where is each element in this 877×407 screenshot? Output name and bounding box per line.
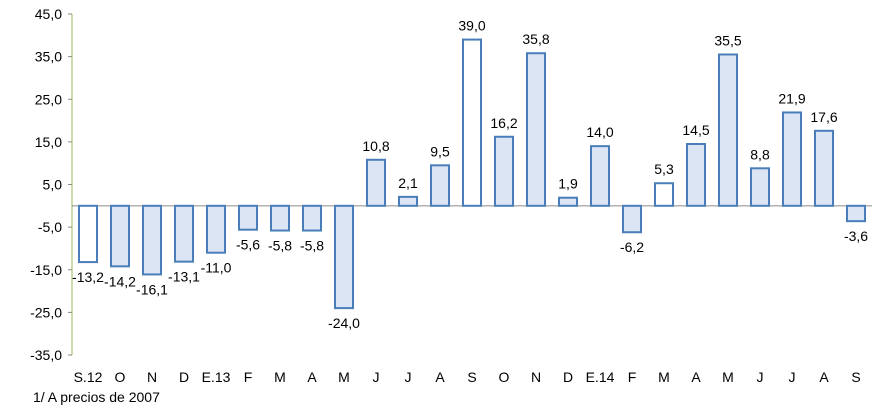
data-label: 5,3 bbox=[654, 161, 674, 177]
x-tick-label: E.13 bbox=[202, 369, 231, 385]
x-tick-label: F bbox=[244, 369, 253, 385]
x-tick-label: A bbox=[307, 369, 317, 385]
bars bbox=[78, 38, 866, 310]
x-tick-label: M bbox=[274, 369, 286, 385]
bar bbox=[846, 204, 866, 223]
data-label: 21,9 bbox=[778, 90, 805, 106]
bar bbox=[526, 52, 546, 207]
data-label: -14,2 bbox=[104, 273, 136, 289]
x-tick-label: N bbox=[531, 369, 541, 385]
data-label: -5,6 bbox=[236, 237, 260, 253]
data-label: 39,0 bbox=[458, 18, 485, 34]
bar bbox=[462, 38, 482, 207]
y-tick-labels: 45,0 35,0 25,0 15,0 5,0 -5,0 -15,0 -25,0 -35,0 bbox=[30, 6, 62, 363]
y-tick-label: -35,0 bbox=[30, 347, 62, 363]
data-label: 2,1 bbox=[398, 175, 418, 191]
bar bbox=[590, 145, 610, 207]
bar bbox=[654, 182, 674, 207]
bar bbox=[270, 204, 290, 232]
x-tick-label: M bbox=[658, 369, 670, 385]
bar bbox=[334, 204, 354, 310]
y-tick-label: -5,0 bbox=[38, 219, 62, 235]
x-tick-label: D bbox=[563, 369, 573, 385]
x-tick-label: D bbox=[179, 369, 189, 385]
y-tick-label: 45,0 bbox=[35, 6, 62, 22]
data-label: 10,8 bbox=[362, 138, 389, 154]
x-tick-label: J bbox=[373, 369, 380, 385]
footnote: 1/ A precios de 2007 bbox=[33, 389, 160, 405]
x-tick-label: M bbox=[722, 369, 734, 385]
data-label: -13,1 bbox=[168, 269, 200, 285]
data-label: 35,5 bbox=[714, 32, 741, 48]
bar bbox=[558, 196, 578, 207]
bar bbox=[622, 204, 642, 234]
x-tick-label: N bbox=[147, 369, 157, 385]
data-label: 16,2 bbox=[490, 115, 517, 131]
x-tick-label: S bbox=[467, 369, 476, 385]
bar bbox=[750, 167, 770, 207]
data-label: 14,5 bbox=[682, 122, 709, 138]
data-label: -16,1 bbox=[136, 281, 168, 297]
x-tick-label: M bbox=[338, 369, 350, 385]
data-label: 1,9 bbox=[558, 176, 578, 192]
bar bbox=[686, 143, 706, 207]
x-tick-label: F bbox=[628, 369, 637, 385]
data-label: 14,0 bbox=[586, 124, 613, 140]
bar bbox=[494, 135, 514, 207]
data-label: 9,5 bbox=[430, 143, 450, 159]
x-tick-label: A bbox=[819, 369, 829, 385]
data-label: 35,8 bbox=[522, 31, 549, 47]
data-label: -5,8 bbox=[300, 238, 324, 254]
bar bbox=[238, 204, 258, 231]
data-label: 17,6 bbox=[810, 109, 837, 125]
y-tick-label: -15,0 bbox=[30, 262, 62, 278]
x-tick-label: S bbox=[851, 369, 860, 385]
x-tick-labels: S.12 O N D E.13 F M A M J J A S O N D E.14 F M A M J J A S bbox=[74, 369, 861, 385]
data-label: -24,0 bbox=[328, 315, 360, 331]
data-label: -6,2 bbox=[620, 239, 644, 255]
x-tick-label: A bbox=[435, 369, 445, 385]
data-labels: -13,2 -14,2-16,1-13,1-11,0-5,6 -5,8 -5,8 -24… bbox=[72, 18, 868, 332]
y-tick-label: 5,0 bbox=[43, 177, 63, 193]
y-tick-label: 25,0 bbox=[35, 91, 62, 107]
y-tick-label: 35,0 bbox=[35, 49, 62, 65]
x-tick-label: E.14 bbox=[586, 369, 615, 385]
x-tick-label: O bbox=[499, 369, 510, 385]
bar bbox=[718, 53, 738, 207]
x-tick-label: A bbox=[691, 369, 701, 385]
y-tick-label: 15,0 bbox=[35, 134, 62, 150]
x-tick-label: J bbox=[757, 369, 764, 385]
bar bbox=[142, 204, 162, 276]
bar bbox=[366, 158, 386, 207]
bar bbox=[206, 204, 226, 254]
data-label: -13,2 bbox=[72, 269, 104, 285]
x-tick-label: J bbox=[405, 369, 412, 385]
data-label: -3,6 bbox=[844, 228, 868, 244]
x-tick-label: J bbox=[789, 369, 796, 385]
x-tick-label: O bbox=[115, 369, 126, 385]
data-label: 8,8 bbox=[750, 146, 770, 162]
bar bbox=[78, 204, 98, 264]
bar bbox=[398, 195, 418, 207]
y-tick-label: -25,0 bbox=[30, 304, 62, 320]
data-label: -11,0 bbox=[201, 260, 232, 276]
bar bbox=[814, 129, 834, 207]
bar bbox=[430, 164, 450, 207]
data-label: -5,8 bbox=[268, 238, 292, 254]
bar bbox=[174, 204, 194, 263]
bar bbox=[302, 204, 322, 232]
bar bbox=[110, 204, 130, 268]
bar bbox=[782, 111, 802, 207]
x-tick-label: S.12 bbox=[74, 369, 103, 385]
